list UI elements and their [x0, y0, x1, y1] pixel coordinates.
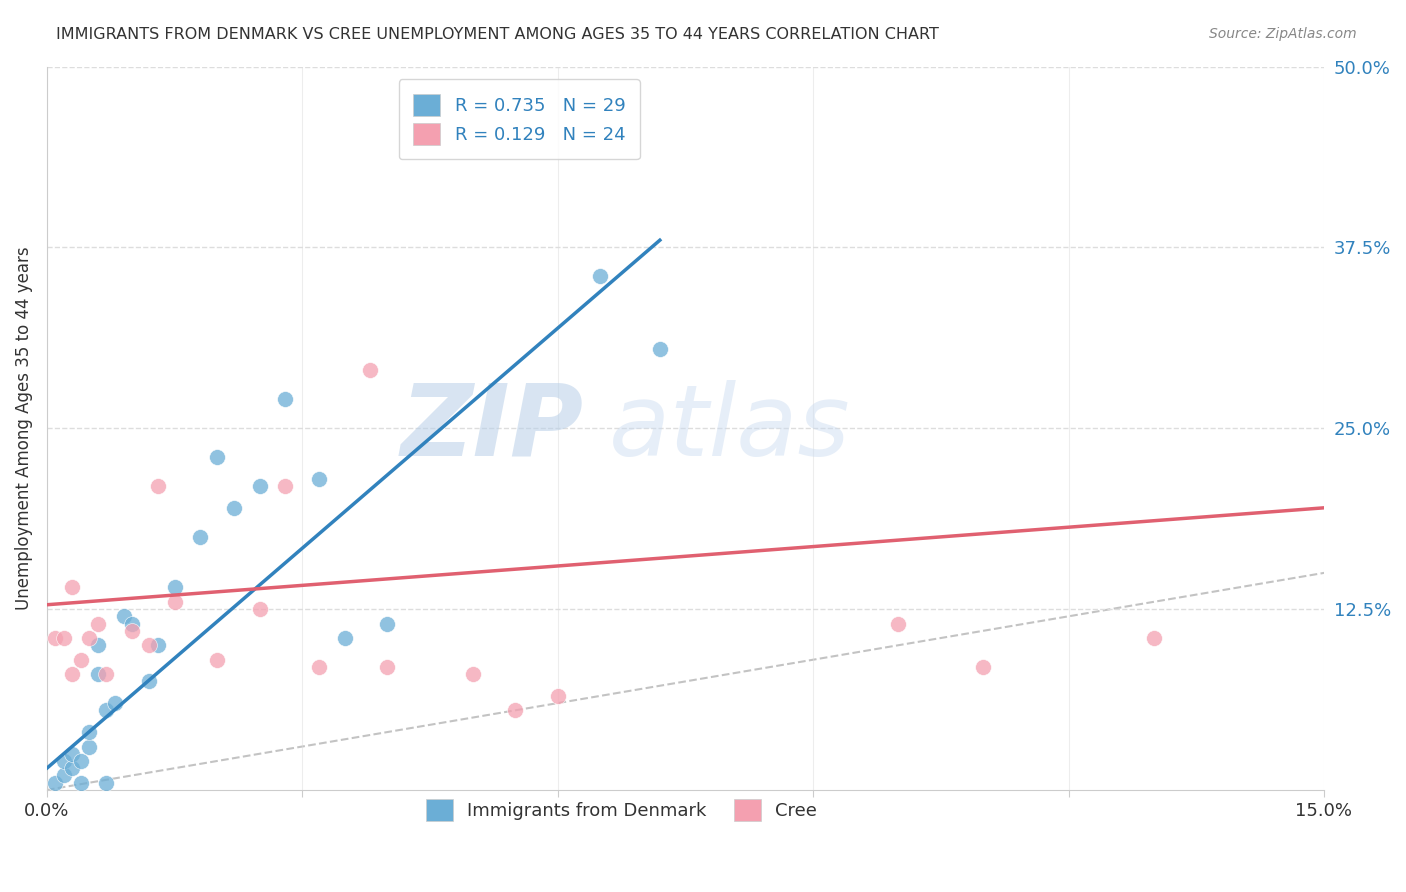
Point [274, 479, 297, 493]
Point [138, 638, 160, 652]
Point [96, 667, 118, 681]
Point [121, 616, 143, 631]
Point [87, 616, 110, 631]
Point [249, 602, 271, 616]
Text: IMMIGRANTS FROM DENMARK VS CREE UNEMPLOYMENT AMONG AGES 35 TO 44 YEARS CORRELATI: IMMIGRANTS FROM DENMARK VS CREE UNEMPLOY… [56, 27, 939, 42]
Point [205, 653, 228, 667]
Point [79, 631, 101, 645]
Point [62, 581, 84, 595]
Legend: Immigrants from Denmark, Cree: Immigrants from Denmark, Cree [412, 784, 832, 835]
Text: ZIP: ZIP [401, 380, 583, 476]
Point [205, 450, 228, 465]
Point [44, 775, 66, 789]
Point [589, 269, 612, 284]
Point [547, 689, 569, 703]
Point [146, 638, 169, 652]
Point [87, 667, 110, 681]
Point [249, 479, 271, 493]
Point [308, 660, 330, 674]
Point [104, 696, 127, 710]
Point [163, 581, 186, 595]
Point [163, 595, 186, 609]
Point [461, 667, 484, 681]
Point [648, 342, 671, 356]
Point [333, 631, 356, 645]
Point [62, 761, 84, 775]
Point [377, 616, 399, 631]
Point [52, 754, 75, 768]
Point [503, 703, 526, 717]
Point [52, 768, 75, 782]
Point [52, 631, 75, 645]
Point [377, 660, 399, 674]
Point [44, 631, 66, 645]
Point [79, 725, 101, 739]
Point [112, 609, 135, 624]
Point [887, 616, 910, 631]
Point [224, 500, 246, 515]
Point [308, 472, 330, 486]
Point [1143, 631, 1166, 645]
Point [138, 674, 160, 689]
Point [121, 624, 143, 638]
Point [70, 754, 93, 768]
Point [274, 392, 297, 407]
Point [972, 660, 994, 674]
Y-axis label: Unemployment Among Ages 35 to 44 years: Unemployment Among Ages 35 to 44 years [15, 246, 32, 610]
Point [146, 479, 169, 493]
Point [70, 775, 93, 789]
Point [62, 747, 84, 761]
Point [87, 638, 110, 652]
Point [62, 667, 84, 681]
Point [188, 530, 211, 544]
Text: atlas: atlas [609, 380, 851, 476]
Point [96, 775, 118, 789]
Point [79, 739, 101, 754]
Point [70, 653, 93, 667]
Text: Source: ZipAtlas.com: Source: ZipAtlas.com [1209, 27, 1357, 41]
Point [359, 363, 381, 377]
Point [96, 703, 118, 717]
